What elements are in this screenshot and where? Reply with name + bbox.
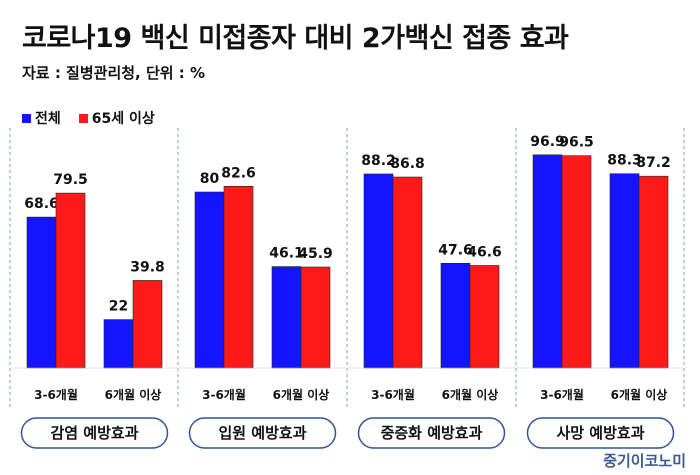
data-label: 46.1: [269, 246, 304, 262]
bar: [132, 280, 163, 369]
data-label: 88.2: [361, 153, 396, 169]
brand-logo-text: 중기이코노미: [603, 452, 686, 470]
chart-title: 코로나19 백신 미접종자 대비 2가백신 접종 효과: [22, 23, 569, 54]
tick-label: 6개월 이상: [105, 387, 162, 402]
bar: [223, 185, 254, 369]
legend: 전체 65세 이상: [22, 108, 155, 128]
tick-label: 3-6개월: [371, 387, 415, 402]
legend-swatch-all: [22, 113, 31, 123]
data-label: 82.6: [221, 165, 256, 181]
data-label: 79.5: [53, 172, 88, 188]
bar: [440, 262, 471, 369]
legend-label-all: 전체: [35, 111, 61, 127]
data-label: 87.2: [636, 155, 671, 171]
group-label: 중증화 예방효과: [381, 424, 483, 442]
tick-label: 3-6개월: [34, 387, 78, 402]
legend-item-all: 전체: [22, 108, 61, 128]
bar: [26, 216, 57, 369]
group-label: 입원 예방효과: [218, 424, 306, 442]
bar: [194, 191, 225, 369]
group-label-pill: [20, 417, 169, 449]
bar: [469, 265, 500, 369]
group-label-pill: [188, 417, 337, 449]
bar: [532, 154, 563, 369]
bar: [300, 266, 331, 369]
data-label: 22: [109, 299, 128, 315]
data-label: 45.9: [298, 246, 333, 262]
tick-label: 6개월 이상: [273, 387, 330, 402]
data-label: 96.9: [530, 134, 565, 150]
group-label-pill: [526, 417, 675, 449]
group-label: 감염 예방효과: [50, 424, 138, 442]
bar: [103, 319, 134, 369]
legend-swatch-senior: [78, 113, 88, 123]
data-label: 86.8: [390, 156, 425, 172]
data-label: 39.8: [130, 259, 165, 275]
tick-label: 3-6개월: [540, 387, 584, 402]
bar: [271, 266, 302, 369]
data-label: 68.6: [24, 196, 59, 212]
data-label: 96.5: [559, 135, 594, 151]
tick-label: 6개월 이상: [442, 387, 499, 402]
tick-label: 3-6개월: [202, 387, 246, 402]
chart-source: 자료 : 질병관리청, 단위 : %: [22, 64, 206, 82]
bar: [392, 176, 423, 369]
bar: [638, 175, 669, 369]
legend-label-senior: 65세 이상: [91, 111, 155, 127]
bar: [609, 173, 640, 369]
bar: [561, 155, 592, 369]
bar: [363, 173, 394, 369]
data-label: 47.6: [438, 242, 473, 258]
data-label: 80: [200, 171, 220, 187]
data-label: 88.3: [607, 153, 642, 169]
tick-label: 6개월 이상: [611, 387, 668, 402]
group-label: 사망 예방효과: [556, 424, 644, 442]
bar: [55, 192, 86, 369]
group-label-pill: [357, 417, 506, 449]
data-label: 46.6: [467, 244, 502, 260]
legend-item-senior: 65세 이상: [78, 108, 155, 128]
